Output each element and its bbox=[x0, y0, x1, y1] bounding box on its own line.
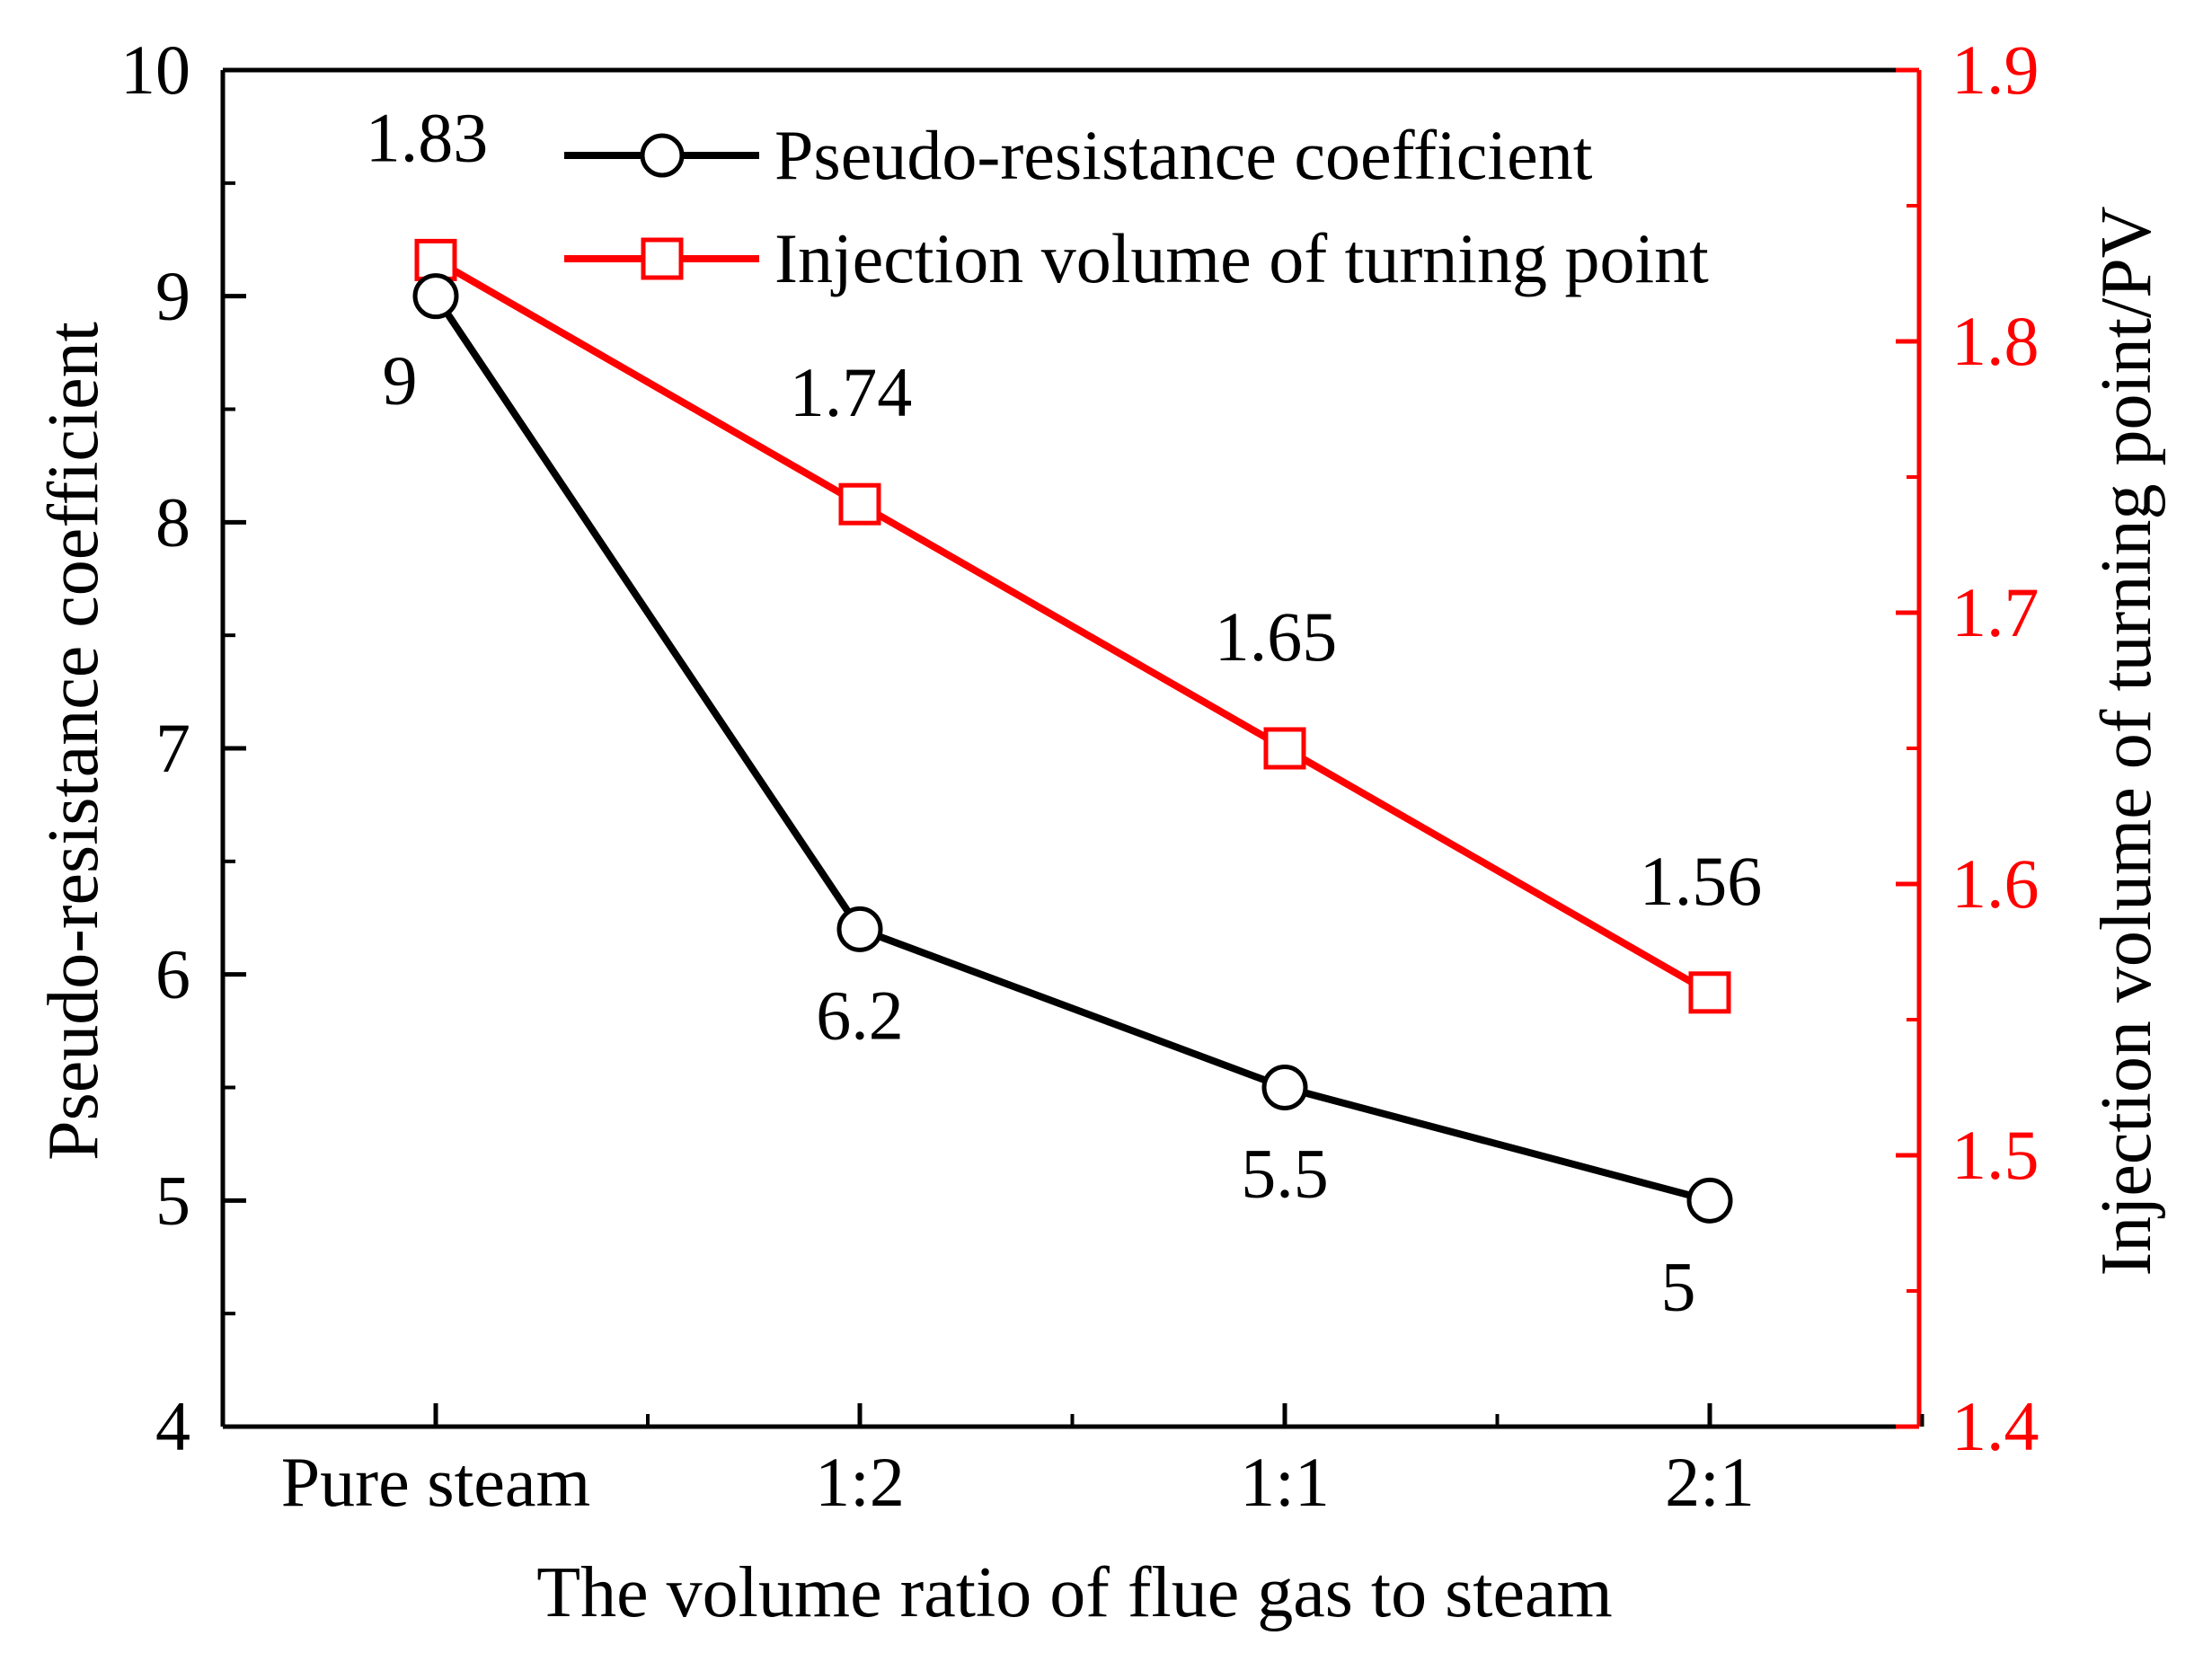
data-label-pseudo-resistance: 5 bbox=[1661, 1247, 1696, 1325]
y-right-axis-title: Injection volume of turning point/PV bbox=[2087, 207, 2166, 1277]
x-tick-label: 1:2 bbox=[815, 1443, 905, 1521]
y-left-axis-title: Pseudo-resistance coefficient bbox=[34, 322, 113, 1161]
series-line-pseudo-resistance bbox=[436, 296, 1710, 1201]
data-label-pseudo-resistance: 5.5 bbox=[1241, 1135, 1329, 1213]
y-right-tick-label: 1.7 bbox=[1951, 573, 2039, 651]
y-right-tick-label: 1.5 bbox=[1951, 1116, 2039, 1194]
data-label-pseudo-resistance: 6.2 bbox=[816, 976, 904, 1054]
data-label-injection-volume: 1.83 bbox=[366, 98, 489, 176]
y-right-tick-label: 1.6 bbox=[1951, 844, 2039, 923]
data-label-injection-volume: 1.56 bbox=[1640, 842, 1763, 920]
legend-label-black: Pseudo-resistance coefficient bbox=[774, 116, 1593, 194]
y-right-tick-label: 1.4 bbox=[1951, 1387, 2039, 1465]
series-layer bbox=[415, 241, 1730, 1221]
y-left-tick-label: 10 bbox=[120, 31, 190, 109]
y-left-tick-label: 5 bbox=[155, 1161, 190, 1239]
data-point-square bbox=[841, 485, 879, 523]
y-right-tick-label: 1.9 bbox=[1951, 31, 2039, 109]
data-point-square bbox=[1266, 729, 1304, 767]
data-point-circle bbox=[839, 908, 880, 950]
y-left-tick-label: 6 bbox=[155, 935, 190, 1013]
data-point-circle bbox=[1264, 1067, 1305, 1109]
x-tick-label: 2:1 bbox=[1665, 1443, 1755, 1521]
legend: Pseudo-resistance coefficient Injection … bbox=[564, 116, 1709, 297]
x-axis-title: The volume ratio of flue gas to steam bbox=[536, 1553, 1612, 1632]
data-point-square bbox=[1691, 974, 1729, 1012]
chart: 4 5 6 7 8 9 10 1.4 1.5 1.6 1.7 1.8 1.9 Pure steam 1:2 1… bbox=[0, 0, 2212, 1653]
x-tick-label: Pure steam bbox=[281, 1443, 590, 1521]
data-point-square bbox=[417, 241, 455, 278]
data-label-pseudo-resistance: 9 bbox=[383, 341, 418, 420]
legend-marker-circle bbox=[642, 136, 682, 175]
y-left-tick-label: 8 bbox=[155, 482, 190, 561]
legend-marker-square bbox=[643, 240, 681, 278]
data-label-injection-volume: 1.74 bbox=[790, 353, 913, 431]
y-left-tick-label: 9 bbox=[155, 257, 190, 335]
y-left-tick-label: 4 bbox=[155, 1387, 190, 1465]
series-line-injection-volume bbox=[436, 260, 1710, 992]
x-tick-label: 1:1 bbox=[1240, 1443, 1330, 1521]
y-right-tick-label: 1.8 bbox=[1951, 302, 2039, 380]
data-point-circle bbox=[1689, 1180, 1730, 1221]
data-label-injection-volume: 1.65 bbox=[1215, 597, 1338, 676]
legend-label-red: Injection volume of turning point bbox=[774, 219, 1709, 297]
data-point-circle bbox=[415, 276, 456, 317]
y-left-tick-label: 7 bbox=[155, 709, 190, 787]
